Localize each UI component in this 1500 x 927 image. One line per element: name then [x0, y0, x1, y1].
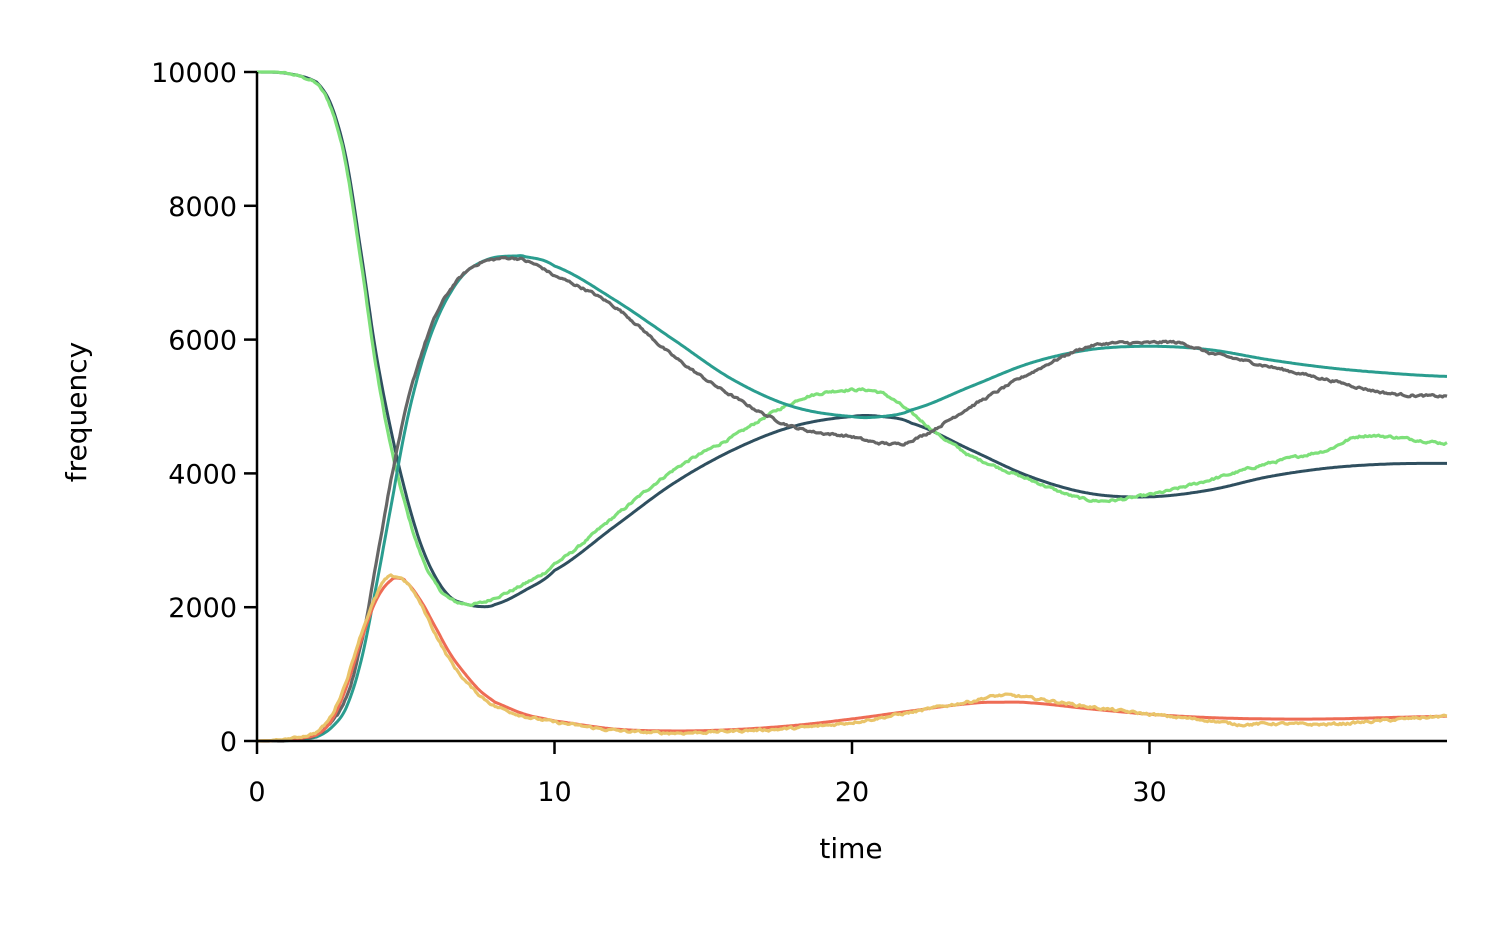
- x-tick-label: 10: [537, 777, 571, 808]
- y-tick-label: 0: [220, 727, 237, 758]
- series-line-susceptible-stochastic: [256, 70, 1448, 608]
- x-tick-label: 20: [835, 777, 869, 808]
- y-axis-label: frequency: [60, 342, 93, 482]
- x-axis-label: time: [819, 832, 882, 865]
- y-tick-label: 10000: [151, 58, 237, 89]
- y-tick-label: 8000: [168, 192, 237, 223]
- x-tick-label: 0: [248, 777, 265, 808]
- y-tick-label: 2000: [168, 593, 237, 624]
- series-line-recovered-stochastic: [256, 255, 1448, 743]
- y-tick-label: 6000: [168, 326, 237, 357]
- y-tick-label: 4000: [168, 459, 237, 490]
- series-line-recovered-deterministic: [257, 254, 1447, 743]
- axes: 0 2000 4000 6000 8000 10000 0 10 20 30: [151, 58, 1447, 808]
- y-ticks: 0 2000 4000 6000 8000 10000: [151, 58, 257, 758]
- x-ticks: 0 10 20 30: [248, 741, 1167, 808]
- plot-lines: [256, 70, 1448, 743]
- series-line-susceptible-deterministic: [257, 70, 1447, 609]
- x-tick-label: 30: [1132, 777, 1166, 808]
- series-line-infected-deterministic: [257, 576, 1448, 743]
- series-line-infected-stochastic: [256, 573, 1448, 743]
